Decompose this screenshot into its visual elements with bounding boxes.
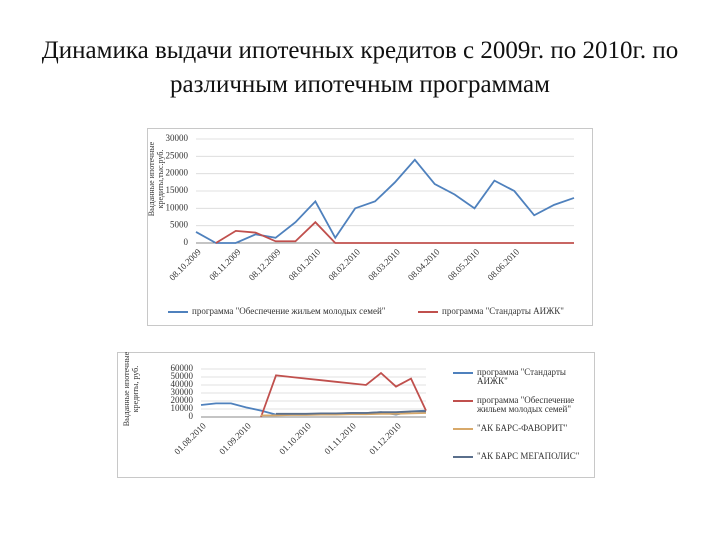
y-axis-label: Выданные ипотечные кредиты, руб.: [122, 351, 140, 427]
y-tick-label: 10000: [166, 202, 189, 212]
legend-label: программа "Обеспечение жильем молодых сем…: [476, 395, 574, 414]
y-tick-label: 0: [189, 411, 194, 421]
y-axis-label: Выданные ипотечные кредиты,тыс.руб.: [147, 141, 165, 217]
y-tick-label: 15000: [166, 185, 189, 195]
line-series: [195, 158, 575, 244]
y-tick-label: 25000: [166, 150, 189, 160]
x-tick-label: 01.12.2010: [367, 420, 403, 456]
x-tick-label: 08.04.2010: [406, 246, 442, 282]
x-tick-label: 08.10.2009: [167, 246, 203, 282]
x-tick-label: 08.01.2010: [287, 246, 323, 282]
legend-label: программа "Обеспечение жильем молодых се…: [192, 306, 386, 316]
chart: 0 5000 10000 15000 20000 25000 30000 08.10.2009…: [147, 128, 593, 326]
y-tick-label: 60000: [171, 363, 194, 373]
y-tick-label: 30000: [171, 387, 194, 397]
x-tick-label: 01.10.2010: [277, 420, 313, 456]
legend-label: "АК БАРС МЕГАПОЛИС": [477, 451, 580, 461]
legend-label: программа "Стандарты АИЖК": [477, 367, 566, 386]
x-tick-label: 01.09.2010: [217, 420, 253, 456]
y-tick-label: 50000: [171, 371, 194, 381]
line-series: [215, 220, 574, 244]
y-tick-label: 20000: [166, 168, 189, 178]
x-tick-label: 01.11.2010: [322, 420, 358, 456]
line-series: [260, 371, 427, 418]
x-tick-label: 08.03.2010: [366, 246, 402, 282]
y-tick-label: 10000: [171, 403, 194, 413]
x-tick-label: 08.12.2009: [247, 246, 283, 282]
slide-title: Динамика выдачи ипотечных кредитов с 200…: [41, 37, 679, 98]
y-tick-label: 40000: [171, 379, 194, 389]
x-tick-label: 08.02.2010: [326, 246, 362, 282]
x-tick-label: 08.05.2010: [446, 246, 482, 282]
legend-label: "АК БАРС-ФАВОРИТ": [477, 423, 568, 433]
x-tick-label: 08.06.2010: [485, 246, 521, 282]
y-tick-label: 30000: [166, 133, 189, 143]
y-tick-label: 5000: [170, 220, 189, 230]
y-tick-label: 20000: [171, 395, 194, 405]
y-tick-label: 0: [184, 237, 189, 247]
x-tick-label: 08.11.2009: [207, 246, 243, 282]
line-series: [276, 410, 426, 415]
line-series: [261, 412, 427, 417]
legend-label: программа "Стандарты АИЖК": [442, 306, 564, 316]
x-tick-label: 01.08.2010: [172, 420, 208, 456]
